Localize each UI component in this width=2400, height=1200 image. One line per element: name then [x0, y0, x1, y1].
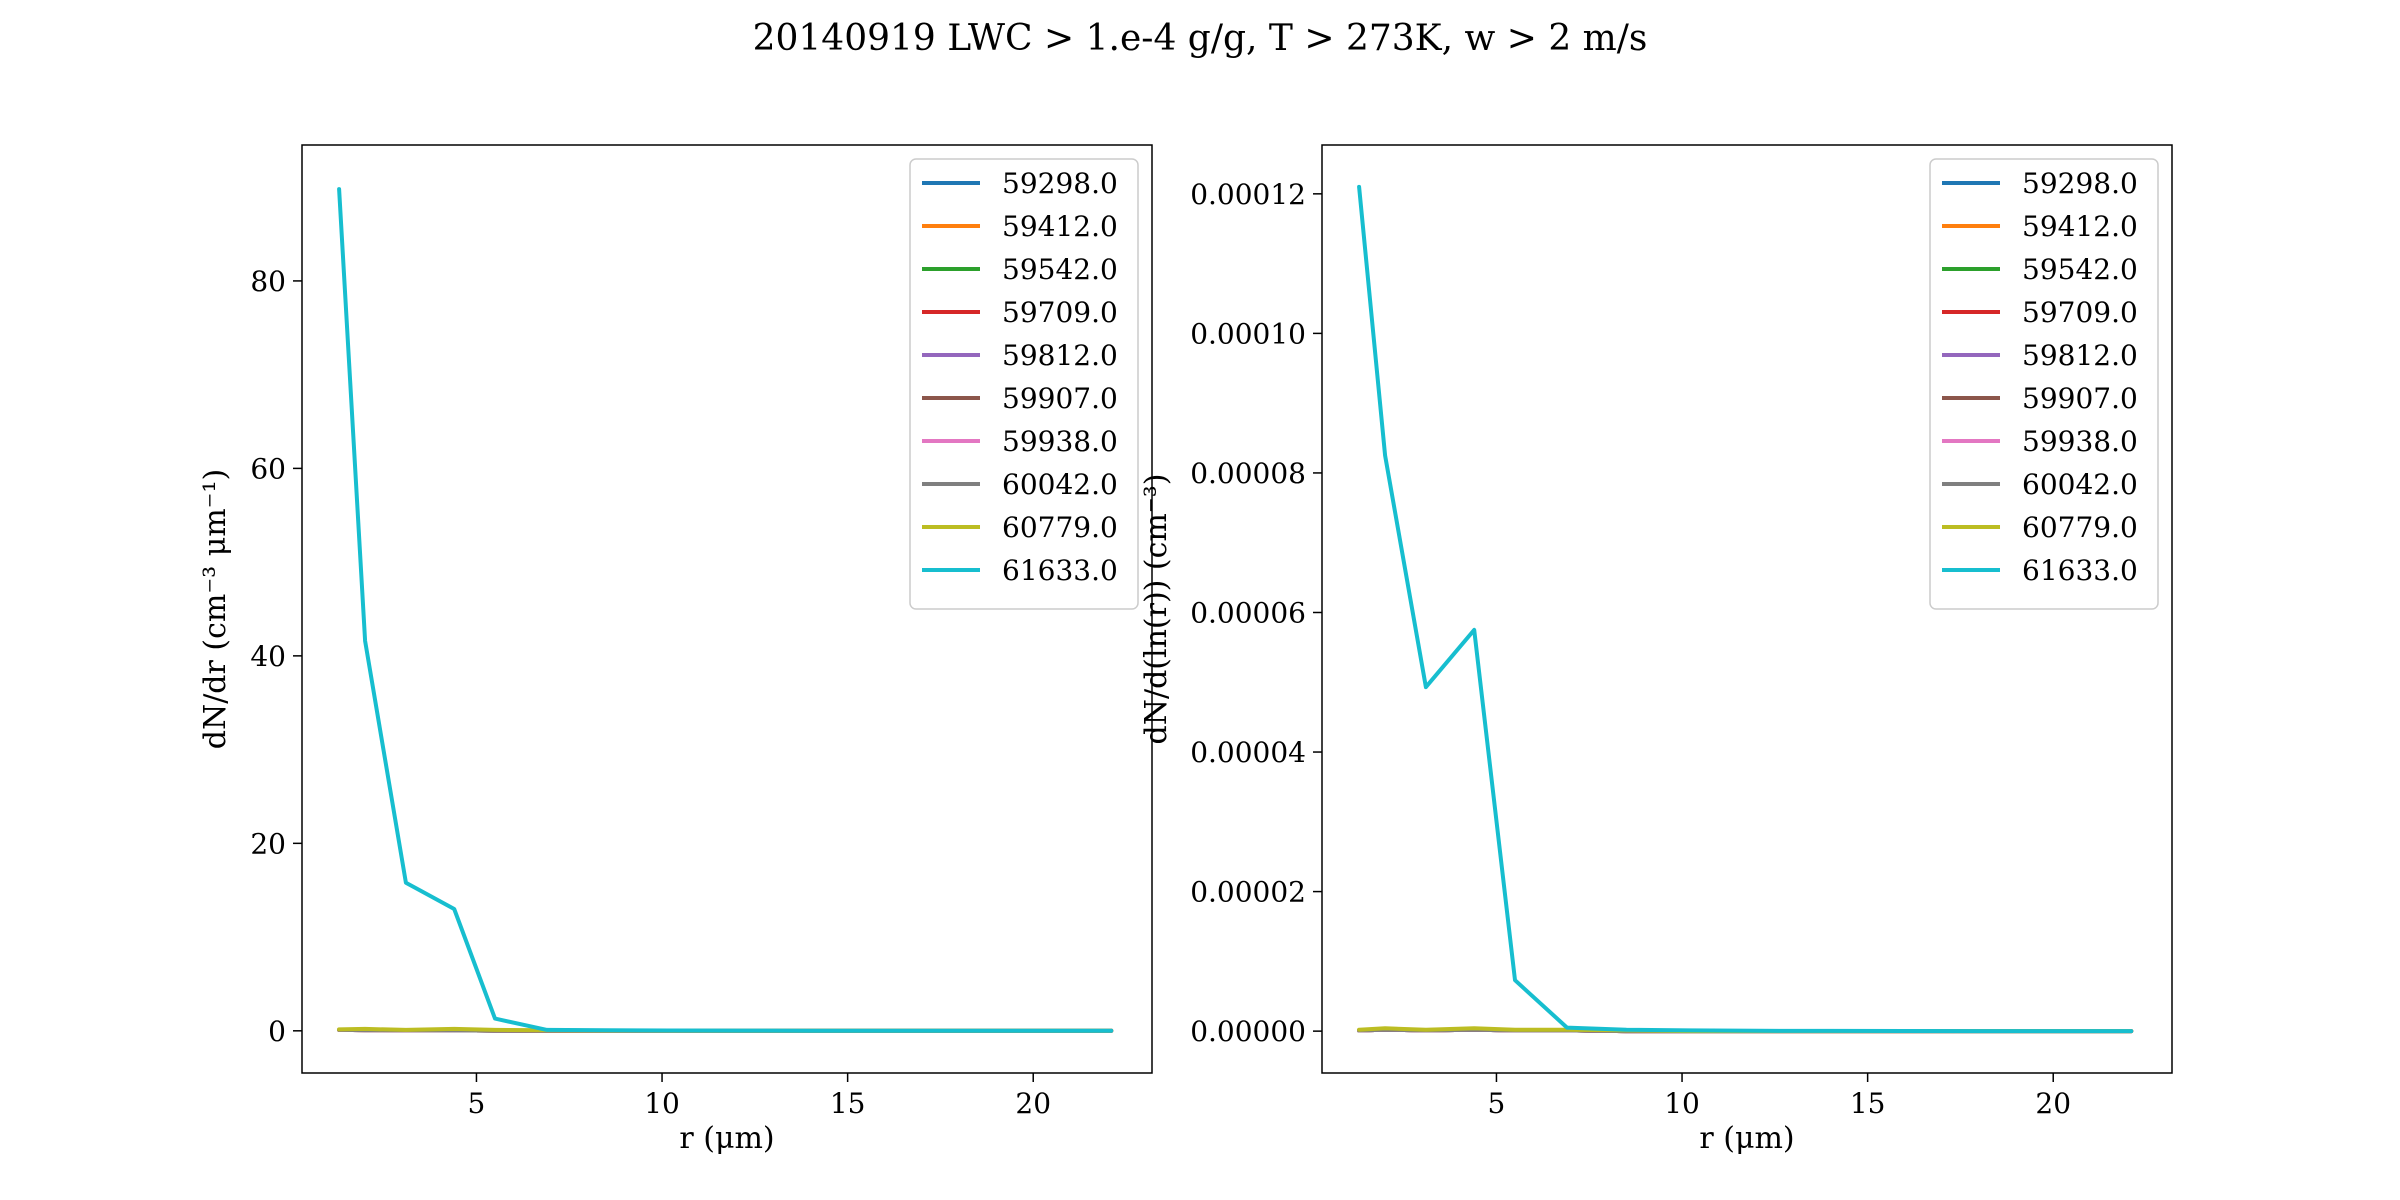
y-tick-label: 0.00006 [1190, 596, 1306, 629]
y-tick-label: 0.00002 [1190, 876, 1306, 909]
x-tick-label: 5 [1488, 1087, 1506, 1120]
legend-entry: 59907.0 [2022, 382, 2138, 415]
y-tick-label: 0.00012 [1190, 178, 1306, 211]
legend-entry: 59542.0 [1002, 253, 1118, 286]
x-axis-label: r (μm) [679, 1121, 774, 1156]
x-tick-label: 20 [2035, 1087, 2071, 1120]
legend-entry: 61633.0 [2022, 554, 2138, 587]
legend-entry: 59412.0 [2022, 210, 2138, 243]
legend: 59298.0 59412.0 59542.0 59709.0 59812.0 59907… [909, 158, 1139, 610]
right-panel-dn-dlnr: 5 10 15 20 0.00000 0.00002 0.00004 0.00006 0.000… [1139, 144, 2173, 1156]
legend-entry: 59812.0 [1002, 339, 1118, 372]
x-tick-label: 15 [830, 1087, 866, 1120]
y-tick-label: 60 [250, 452, 286, 485]
legend-entry: 60779.0 [1002, 511, 1118, 544]
legend-entry: 60779.0 [2022, 511, 2138, 544]
y-tick-label: 20 [250, 827, 286, 860]
y-tick-label: 40 [250, 640, 286, 673]
legend-entry: 59542.0 [2022, 253, 2138, 286]
left-panel-dn-dr: 5 10 15 20 0 20 40 60 80 r (μm) dN/dr (cm⁻³ μm⁻¹) 5… [198, 144, 1153, 1156]
legend-entry: 60042.0 [2022, 468, 2138, 501]
y-axis-label: dN/dr (cm⁻³ μm⁻¹) [198, 469, 233, 750]
legend-entry: 59412.0 [1002, 210, 1118, 243]
y-axis-label: dN/d(ln(r)) (cm⁻³) [1139, 474, 1174, 745]
legend-entry: 59298.0 [1002, 167, 1118, 200]
y-tick-label: 0.00008 [1190, 457, 1306, 490]
series-line-61633-0 [1357, 184, 2134, 1034]
x-tick-label: 10 [1664, 1087, 1700, 1120]
figure-title: 20140919 LWC > 1.e-4 g/g, T > 273K, w > … [753, 18, 1648, 59]
plot-frame [1321, 144, 2173, 1074]
plot-frame [301, 144, 1153, 1074]
legend-entry: 59709.0 [1002, 296, 1118, 329]
x-tick-label: 10 [644, 1087, 680, 1120]
legend-box [909, 158, 1139, 610]
x-tick-label: 5 [468, 1087, 486, 1120]
x-tick-label: 15 [1850, 1087, 1886, 1120]
y-tick-label: 0.00004 [1190, 736, 1306, 769]
legend-box [1929, 158, 2159, 610]
y-tick-label: 0 [268, 1015, 286, 1048]
legend-entry: 59709.0 [2022, 296, 2138, 329]
legend-entry: 60042.0 [1002, 468, 1118, 501]
legend-entry: 59938.0 [1002, 425, 1118, 458]
legend-entry: 59938.0 [2022, 425, 2138, 458]
y-tick-label: 0.00010 [1190, 317, 1306, 350]
legend-entry: 59907.0 [1002, 382, 1118, 415]
y-tick-label: 0.00000 [1190, 1015, 1306, 1048]
x-tick-label: 20 [1015, 1087, 1051, 1120]
legend: 59298.0 59412.0 59542.0 59709.0 59812.0 59907… [1929, 158, 2159, 610]
x-axis-label: r (μm) [1699, 1121, 1794, 1156]
legend-entry: 59298.0 [2022, 167, 2138, 200]
series-line-61633-0 [337, 187, 1114, 1033]
y-tick-label: 80 [250, 265, 286, 298]
legend-entry: 61633.0 [1002, 554, 1118, 587]
legend-entry: 59812.0 [2022, 339, 2138, 372]
